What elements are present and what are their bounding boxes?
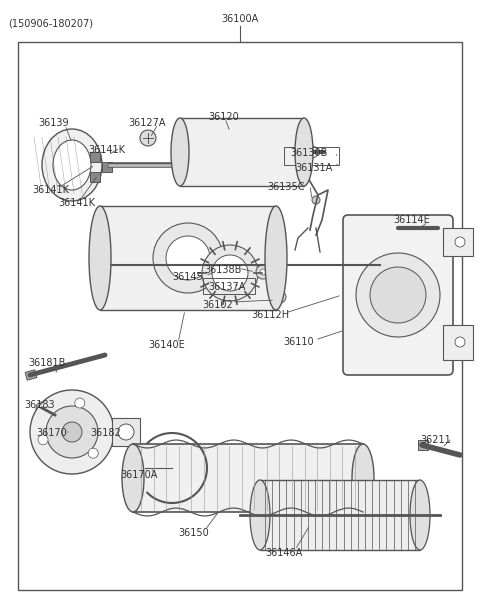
Text: 36127A: 36127A: [128, 118, 166, 128]
Ellipse shape: [352, 444, 374, 512]
Ellipse shape: [42, 129, 102, 201]
Text: 36131A: 36131A: [295, 163, 332, 173]
Ellipse shape: [53, 140, 91, 190]
Text: 36135C: 36135C: [267, 182, 304, 192]
Ellipse shape: [166, 236, 210, 280]
Text: 36139: 36139: [38, 118, 69, 128]
Bar: [102, 162, 112, 172]
Circle shape: [260, 269, 266, 275]
Bar: [395, 222, 403, 234]
Circle shape: [88, 448, 98, 458]
Circle shape: [212, 255, 248, 291]
Text: 36141K: 36141K: [58, 198, 95, 208]
Bar: [100, 206, 276, 310]
Text: 36141K: 36141K: [88, 145, 125, 155]
Bar: [90, 152, 100, 162]
Bar: [172, 475, 190, 485]
Circle shape: [140, 130, 156, 146]
Ellipse shape: [250, 480, 270, 550]
Ellipse shape: [265, 206, 287, 310]
Bar: [203, 278, 255, 294]
Bar: [180, 118, 304, 186]
Text: 36138B: 36138B: [204, 265, 241, 275]
Bar: [172, 463, 190, 473]
Circle shape: [30, 390, 114, 474]
Text: 36112H: 36112H: [251, 310, 289, 320]
Ellipse shape: [122, 444, 144, 512]
Text: (150906-180207): (150906-180207): [8, 18, 93, 28]
Ellipse shape: [410, 480, 430, 550]
FancyBboxPatch shape: [343, 215, 453, 375]
Text: 36150: 36150: [178, 528, 209, 538]
Bar: [90, 172, 100, 182]
Bar: [284, 147, 339, 165]
Text: 36100A: 36100A: [221, 14, 259, 24]
Text: 36170A: 36170A: [120, 470, 157, 480]
Text: 36110: 36110: [283, 337, 313, 347]
Circle shape: [256, 265, 270, 279]
Text: 36146A: 36146A: [265, 548, 302, 558]
Text: 36183: 36183: [24, 400, 55, 410]
Circle shape: [274, 291, 286, 303]
Text: 36137A: 36137A: [208, 282, 245, 292]
Text: 36114E: 36114E: [393, 215, 430, 225]
Circle shape: [356, 253, 440, 337]
Bar: [418, 440, 428, 450]
Circle shape: [36, 402, 48, 414]
Text: 36102: 36102: [202, 300, 233, 310]
Ellipse shape: [171, 118, 189, 186]
Circle shape: [75, 398, 85, 408]
Circle shape: [38, 435, 48, 445]
Text: 36141K: 36141K: [32, 185, 69, 195]
Text: 36140E: 36140E: [148, 340, 185, 350]
Circle shape: [202, 245, 258, 301]
Bar: [443, 325, 473, 360]
Circle shape: [370, 267, 426, 323]
Circle shape: [455, 237, 465, 247]
Bar: [18, 42, 462, 590]
Text: 36120: 36120: [208, 112, 239, 122]
Bar: [172, 451, 190, 461]
Circle shape: [312, 196, 320, 204]
Circle shape: [455, 337, 465, 347]
Text: 36182: 36182: [90, 428, 121, 438]
Ellipse shape: [153, 223, 223, 293]
Circle shape: [46, 406, 98, 458]
Bar: [25, 370, 37, 380]
Ellipse shape: [295, 118, 313, 186]
Circle shape: [306, 146, 318, 158]
Bar: [260, 480, 420, 550]
Bar: [112, 418, 140, 446]
Ellipse shape: [89, 206, 111, 310]
Circle shape: [118, 424, 134, 440]
Text: 36145: 36145: [172, 272, 203, 282]
Text: 36181B: 36181B: [28, 358, 65, 368]
Text: 36130B: 36130B: [290, 148, 327, 158]
Circle shape: [62, 422, 82, 442]
Bar: [133, 444, 363, 512]
Text: 36211: 36211: [420, 435, 451, 445]
Text: 36170: 36170: [36, 428, 67, 438]
Bar: [443, 228, 473, 256]
